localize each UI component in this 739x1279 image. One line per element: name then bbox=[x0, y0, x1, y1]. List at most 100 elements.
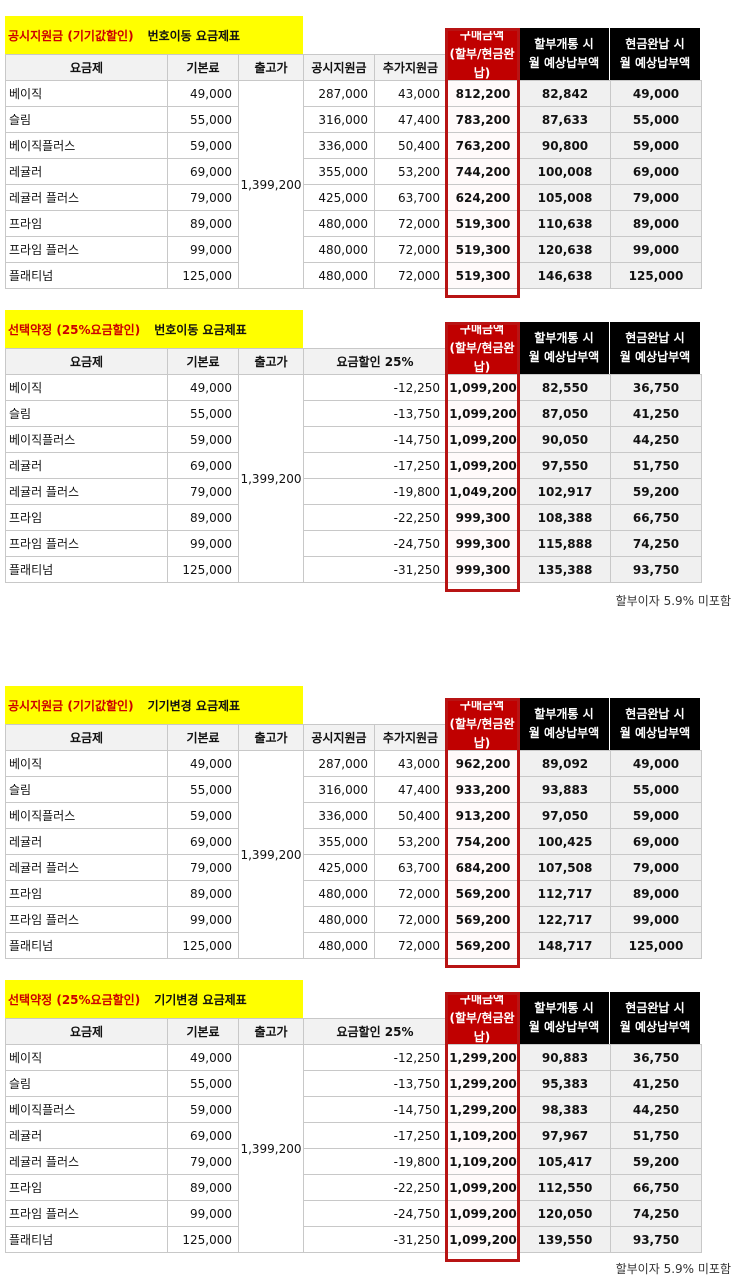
header-line: 할부개통 시 bbox=[534, 331, 594, 345]
purchase-amount: 1,099,200 bbox=[446, 400, 520, 427]
plan-name: 레귤러 bbox=[5, 158, 168, 185]
interest-note: 할부이자 5.9% 미포함 bbox=[615, 594, 731, 608]
table-row: 레귤러 69,000 -17,250 1,099,200 97,550 51,750 bbox=[5, 452, 702, 479]
monthly-installment: 93,883 bbox=[519, 776, 611, 803]
table-row: 슬림 55,000 316,000 47,400 933,200 93,883 55,000 bbox=[5, 776, 702, 803]
monthly-cash: 125,000 bbox=[610, 932, 702, 959]
plan-name: 프라임 플러스 bbox=[5, 906, 168, 933]
table-row: 베이직 49,000 1,399,200 -12,250 1,099,200 82,550… bbox=[5, 374, 702, 583]
extra-subsidy: 72,000 bbox=[374, 210, 447, 237]
table-row: 슬림 55,000 316,000 47,400 783,200 87,633 55,000 bbox=[5, 106, 702, 133]
section-title: 공시지원금 (기기값할인) 번호이동 요금제표 bbox=[5, 16, 303, 54]
price-section-2: 선택약정 (25%요금할인) 번호이동 요금제표 요금제 기본료 출고가 요금할인 25%… bbox=[5, 310, 735, 592]
purchase-amount: 913,200 bbox=[446, 802, 520, 829]
base-fee: 59,000 bbox=[167, 1096, 239, 1123]
purchase-amount: 754,200 bbox=[446, 828, 520, 855]
monthly-installment: 90,883 bbox=[519, 1044, 611, 1071]
base-fee: 79,000 bbox=[167, 1148, 239, 1175]
official-subsidy: 480,000 bbox=[303, 262, 375, 289]
monthly-installment: 82,550 bbox=[519, 374, 611, 401]
column-header: 출고가 bbox=[238, 724, 304, 751]
official-subsidy: 480,000 bbox=[303, 932, 375, 959]
price-table: 요금제 기본료 출고가 공시지원금 추가지원금 베이직 49,000 1,399,200 287… bbox=[5, 54, 702, 289]
purchase-amount: 1,109,200 bbox=[446, 1148, 520, 1175]
plan-name: 베이직 bbox=[5, 750, 168, 777]
monthly-installment: 90,800 bbox=[519, 132, 611, 159]
plan-name: 베이직플러스 bbox=[5, 426, 168, 453]
plan-name: 플래티넘 bbox=[5, 932, 168, 959]
header-line: 할부개통 시 bbox=[534, 37, 594, 51]
monthly-installment: 97,050 bbox=[519, 802, 611, 829]
base-fee: 125,000 bbox=[167, 556, 239, 583]
extra-subsidy: 50,400 bbox=[374, 132, 447, 159]
column-header: 요금할인 25% bbox=[303, 1018, 447, 1045]
fee-discount: -13,750 bbox=[303, 1070, 447, 1097]
purchase-amount: 763,200 bbox=[446, 132, 520, 159]
factory-price: 1,399,200 bbox=[238, 1044, 304, 1253]
base-fee: 79,000 bbox=[167, 478, 239, 505]
monthly-installment: 100,008 bbox=[519, 158, 611, 185]
purchase-amount: 1,109,200 bbox=[446, 1122, 520, 1149]
fee-discount: -19,800 bbox=[303, 478, 447, 505]
table-row: 베이직플러스 59,000 336,000 50,400 913,200 97,050 59… bbox=[5, 802, 702, 829]
plan-name: 플래티넘 bbox=[5, 262, 168, 289]
purchase-amount: 519,300 bbox=[446, 210, 520, 237]
table-row: 프라임 89,000 480,000 72,000 569,200 112,717 89,0… bbox=[5, 880, 702, 907]
header-line: 월 예상납부액 bbox=[619, 56, 691, 70]
monthly-cash: 69,000 bbox=[610, 828, 702, 855]
monthly-installment: 108,388 bbox=[519, 504, 611, 531]
table-row: 레귤러 플러스 79,000 425,000 63,700 684,200 107,508… bbox=[5, 854, 702, 881]
monthly-cash: 93,750 bbox=[610, 1226, 702, 1253]
table-row: 프라임 89,000 480,000 72,000 519,300 110,638 89,0… bbox=[5, 210, 702, 237]
official-subsidy: 336,000 bbox=[303, 132, 375, 159]
base-fee: 49,000 bbox=[167, 374, 239, 401]
base-fee: 89,000 bbox=[167, 1174, 239, 1201]
header-line: 현금완납 시 bbox=[625, 707, 685, 721]
header-line: 월 예상납부액 bbox=[528, 1020, 600, 1034]
table-row: 슬림 55,000 -13,750 1,299,200 95,383 41,250 bbox=[5, 1070, 702, 1097]
header-line: 현금완납 시 bbox=[625, 1001, 685, 1015]
base-fee: 125,000 bbox=[167, 932, 239, 959]
price-section-1: 공시지원금 (기기값할인) 번호이동 요금제표 요금제 기본료 출고가 공시지원금 추가지원… bbox=[5, 16, 735, 298]
monthly-cash: 66,750 bbox=[610, 1174, 702, 1201]
purchase-amount: 962,200 bbox=[446, 750, 520, 777]
table-row: 베이직 49,000 1,399,200 287,000 43,000 962,200 89… bbox=[5, 750, 702, 959]
base-fee: 49,000 bbox=[167, 750, 239, 777]
column-header: 요금할인 25% bbox=[303, 348, 447, 375]
base-fee: 55,000 bbox=[167, 106, 239, 133]
purchase-amount-header: 구매금액 (할부/현금완납) bbox=[446, 28, 518, 80]
plan-name: 레귤러 플러스 bbox=[5, 184, 168, 211]
plan-name: 베이직 bbox=[5, 80, 168, 107]
official-subsidy: 287,000 bbox=[303, 750, 375, 777]
plan-name: 레귤러 bbox=[5, 828, 168, 855]
monthly-installment: 112,550 bbox=[519, 1174, 611, 1201]
extra-subsidy: 72,000 bbox=[374, 880, 447, 907]
table-row: 프라임 89,000 -22,250 1,099,200 112,550 66,750 bbox=[5, 1174, 702, 1201]
column-header: 출고가 bbox=[238, 1018, 304, 1045]
table-row: 슬림 55,000 -13,750 1,099,200 87,050 41,250 bbox=[5, 400, 702, 427]
price-table: 요금제 기본료 출고가 요금할인 25% 베이직 49,000 1,399,200 -12,2… bbox=[5, 1018, 702, 1253]
monthly-cash: 74,250 bbox=[610, 530, 702, 557]
plan-name: 프라임 bbox=[5, 504, 168, 531]
monthly-installment: 105,417 bbox=[519, 1148, 611, 1175]
official-subsidy: 336,000 bbox=[303, 802, 375, 829]
base-fee: 59,000 bbox=[167, 802, 239, 829]
header-line: 월 예상납부액 bbox=[528, 56, 600, 70]
header-line: (할부/현금완납) bbox=[449, 46, 515, 80]
table-row: 레귤러 플러스 79,000 -19,800 1,109,200 105,417 59,2… bbox=[5, 1148, 702, 1175]
header-line: 월 예상납부액 bbox=[619, 726, 691, 740]
monthly-cash: 79,000 bbox=[610, 184, 702, 211]
monthly-installment: 135,388 bbox=[519, 556, 611, 583]
monthly-installment: 87,050 bbox=[519, 400, 611, 427]
base-fee: 59,000 bbox=[167, 426, 239, 453]
plan-name: 프라임 bbox=[5, 210, 168, 237]
monthly-installment: 107,508 bbox=[519, 854, 611, 881]
purchase-amount: 1,299,200 bbox=[446, 1044, 520, 1071]
table-row: 베이직플러스 59,000 -14,750 1,299,200 98,383 44,250 bbox=[5, 1096, 702, 1123]
purchase-amount: 1,299,200 bbox=[446, 1096, 520, 1123]
column-header: 추가지원금 bbox=[374, 54, 447, 81]
purchase-amount: 1,099,200 bbox=[446, 426, 520, 453]
